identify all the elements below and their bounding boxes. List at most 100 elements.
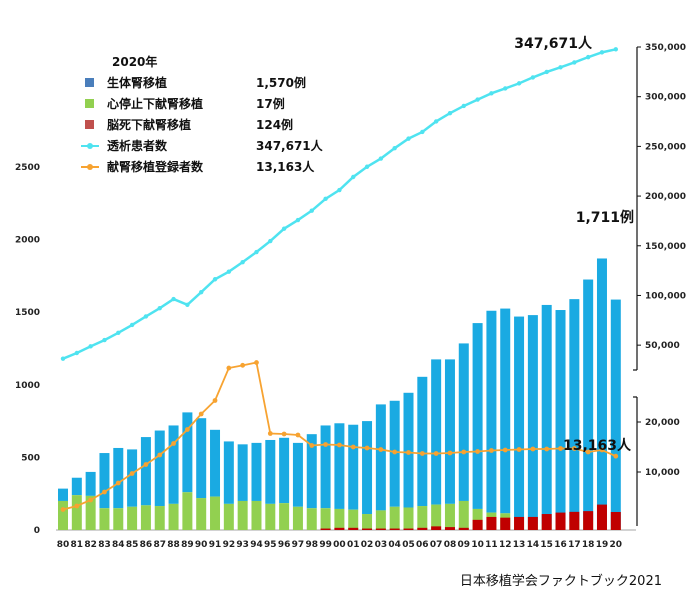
bar-living-donor — [223, 441, 234, 504]
bar-brain-death-donor — [348, 527, 359, 530]
dialysis-point — [323, 196, 328, 202]
dialysis-point — [185, 302, 190, 308]
x-tick-label: 09 — [458, 540, 471, 550]
legend-label: 透析患者数 — [107, 138, 168, 153]
dialysis-point — [309, 208, 314, 213]
bar-cardiac-death-donor — [444, 503, 455, 530]
dialysis-point — [88, 344, 93, 349]
dialysis-point — [337, 187, 342, 193]
dialysis-point — [585, 54, 591, 60]
x-tick-label: 16 — [554, 540, 567, 550]
bar-cardiac-death-donor — [279, 503, 290, 530]
bar-brain-death-donor — [541, 514, 552, 530]
bar-brain-death-donor — [458, 527, 469, 530]
waitlist-point — [226, 365, 232, 371]
waitlist-point — [364, 445, 370, 451]
waitlist-point — [143, 462, 149, 467]
legend-value: 347,671人 — [256, 138, 324, 153]
dialysis-point — [102, 337, 107, 343]
bar-cardiac-death-donor — [472, 508, 483, 530]
waitlist-point — [544, 446, 550, 452]
dialysis-point — [530, 75, 536, 80]
dialysis-point — [392, 145, 397, 151]
x-tick-label: 85 — [126, 540, 139, 550]
right-tick-label: 150,000 — [645, 242, 686, 252]
bar-cardiac-death-donor — [403, 507, 414, 530]
dialysis-patients-line — [62, 48, 617, 360]
bar-cardiac-death-donor — [320, 508, 331, 530]
bar-cardiac-death-donor — [127, 506, 138, 530]
dialysis-point — [447, 110, 453, 116]
waitlist-point — [475, 449, 480, 454]
bar-living-donor — [348, 424, 359, 510]
bar-living-donor — [444, 359, 455, 504]
bar-living-donor — [85, 471, 96, 496]
waitlist-point — [184, 427, 190, 432]
dialysis-point — [420, 129, 425, 135]
bar-living-donor — [168, 425, 179, 504]
waitlist-point — [323, 442, 328, 447]
bar-cardiac-death-donor — [265, 503, 276, 530]
right-tick-label: 300,000 — [645, 93, 686, 103]
bar-living-donor — [431, 359, 442, 505]
x-tick-label: 12 — [499, 540, 512, 550]
waitlist-point — [558, 446, 563, 451]
right-tick-label: 200,000 — [645, 192, 686, 202]
dialysis-point — [240, 259, 245, 265]
waitlist-point — [350, 444, 356, 450]
bar-cardiac-death-donor — [58, 500, 68, 530]
right-tick-label: 350,000 — [645, 43, 686, 53]
bar-living-donor — [583, 279, 594, 521]
waitlist-point — [115, 480, 121, 486]
bar-brain-death-donor — [403, 528, 414, 530]
bar-cardiac-death-donor — [306, 508, 317, 530]
x-tick-label: 00 — [333, 540, 346, 550]
bar-brain-death-donor — [486, 516, 497, 530]
waitlist-point — [309, 443, 315, 448]
x-tick-label: 89 — [181, 540, 194, 550]
bar-living-donor — [71, 477, 82, 496]
waitlist-point — [267, 431, 273, 436]
x-tick-label: 06 — [416, 540, 429, 550]
dialysis-point — [461, 103, 466, 109]
bar-cardiac-death-donor — [223, 503, 234, 530]
bar-living-donor — [320, 425, 331, 509]
dialysis-point — [544, 69, 549, 75]
dialysis-point — [572, 60, 577, 65]
waitlist-point — [88, 497, 94, 503]
bar-living-donor — [472, 323, 483, 509]
bar-brain-death-donor — [320, 528, 331, 530]
waitlist-point — [613, 453, 619, 459]
x-tick-label: 83 — [98, 540, 111, 550]
bar-cardiac-death-donor — [431, 504, 442, 530]
dialysis-point — [364, 164, 370, 169]
waitlist-point — [599, 447, 605, 453]
bar-brain-death-donor — [362, 528, 373, 530]
right-axis: 50,000 100,000 150,000 200,000 250,000 300,00… — [633, 43, 686, 526]
bar-cardiac-death-donor — [196, 498, 207, 530]
bar-living-donor — [541, 304, 552, 525]
waitlist-point — [129, 471, 135, 476]
bar-cardiac-death-donor — [458, 500, 469, 530]
bar-living-donor — [182, 412, 193, 493]
bar-cardiac-death-donor — [71, 495, 82, 530]
x-tick-label: 01 — [347, 540, 360, 550]
legend-label: 脳死下献腎移植 — [107, 117, 191, 132]
x-tick-label: 03 — [375, 540, 388, 550]
bar-cardiac-death-donor — [417, 506, 428, 530]
x-tick-label: 97 — [292, 540, 305, 550]
waitlist-point — [198, 411, 204, 417]
x-tick-label: 08 — [444, 540, 457, 550]
bar-living-donor — [486, 310, 497, 513]
left-tick-label: 1500 — [15, 308, 40, 318]
dialysis-point — [558, 65, 563, 70]
waitlist-point — [337, 442, 342, 448]
waitlist-point — [419, 451, 425, 456]
dialysis-point — [60, 356, 66, 361]
dialysis-point — [433, 119, 439, 124]
bar-living-donor — [265, 439, 276, 504]
legend-swatch — [85, 78, 94, 87]
waitlist-point — [516, 447, 522, 452]
bar-living-donor — [375, 404, 386, 511]
legend-title: 2020年 — [112, 54, 157, 69]
